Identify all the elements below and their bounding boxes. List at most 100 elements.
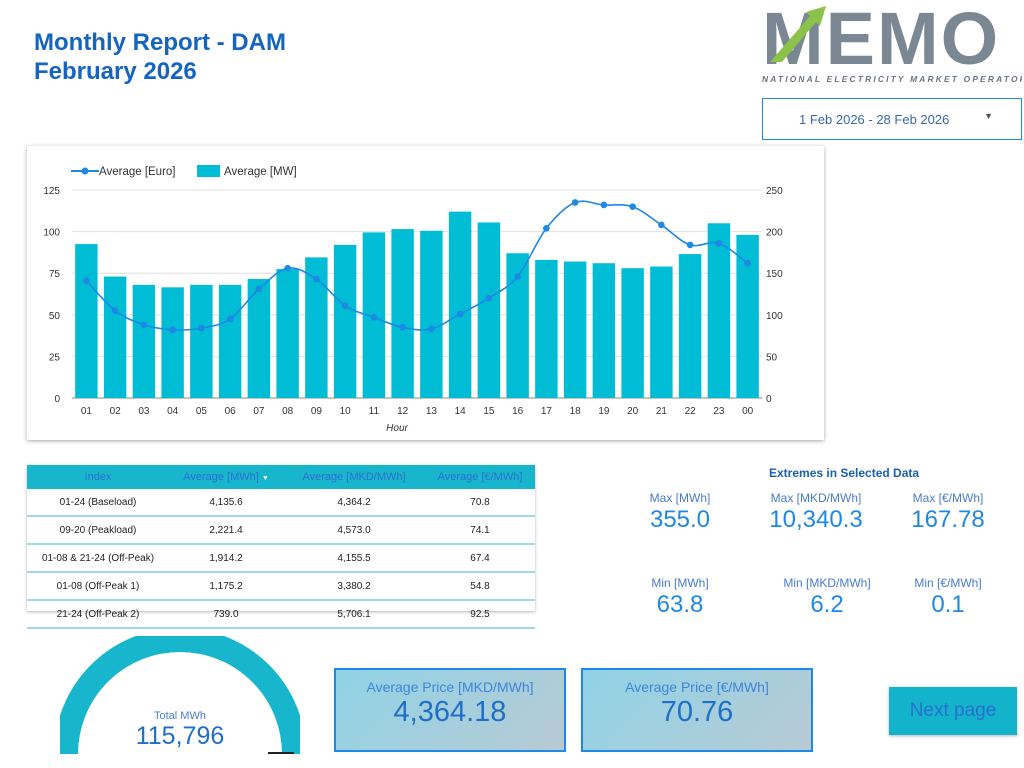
min-eur-stat: Min [€/MWh] 0.1 bbox=[873, 576, 1023, 619]
table-row: 21-24 (Off-Peak 2) 739.0 5,706.1 92.5 bbox=[27, 600, 535, 629]
line-point bbox=[284, 264, 291, 272]
line-point bbox=[715, 239, 723, 247]
line-point bbox=[341, 302, 349, 309]
col-header-avg-mwh[interactable]: Average [MWh] ▼ bbox=[169, 465, 283, 489]
gauge-label: Total MWh bbox=[154, 710, 206, 722]
x-tick-label: 04 bbox=[167, 406, 179, 417]
x-tick-label: 09 bbox=[311, 406, 323, 417]
bar bbox=[247, 279, 271, 398]
stat-label: Min [MKD/MWh] bbox=[783, 576, 871, 590]
table-cell: 01-24 (Baseload) bbox=[27, 489, 169, 517]
max-mkd-stat: Max [MKD/MWh] 10,340.3 bbox=[741, 491, 891, 534]
date-range-picker[interactable]: 1 Feb 2026 - 28 Feb 2026 ▼ bbox=[762, 98, 1022, 140]
table-cell: 4,155.5 bbox=[283, 544, 425, 573]
line-point bbox=[514, 273, 521, 280]
table-row: 09-20 (Peakload) 2,221.4 4,573.0 74.1 bbox=[27, 516, 535, 545]
line-point bbox=[600, 201, 608, 209]
table-row: 01-08 (Off-Peak 1) 1,175.2 3,380.2 54.8 bbox=[27, 572, 535, 601]
col-header-index[interactable]: Index bbox=[27, 465, 169, 489]
legend-label-avg-euro: Average [Euro] bbox=[99, 166, 176, 178]
bar bbox=[650, 266, 673, 398]
logo-arrow-icon bbox=[770, 6, 826, 62]
col-header-avg-eur[interactable]: Average [€/MWh] bbox=[425, 465, 535, 489]
next-page-button[interactable]: Next page bbox=[889, 687, 1017, 735]
sort-desc-icon: ▼ bbox=[261, 475, 269, 482]
y-left-tick-label: 125 bbox=[43, 186, 60, 197]
bar bbox=[535, 259, 558, 398]
gauge-fill bbox=[60, 636, 300, 755]
table-cell: 70.8 bbox=[425, 489, 535, 517]
line-point bbox=[543, 224, 550, 232]
y-left-tick-label: 0 bbox=[54, 394, 60, 405]
report-title-line2: February 2026 bbox=[34, 58, 197, 85]
x-tick-label: 18 bbox=[570, 406, 582, 417]
line-point bbox=[686, 241, 694, 249]
x-tick-label: 22 bbox=[685, 406, 697, 417]
max-mwh-stat: Max [MWh] 355.0 bbox=[605, 491, 755, 534]
report-title: Monthly Report - DAM February 2026 bbox=[34, 28, 286, 86]
extremes-title: Extremes in Selected Data bbox=[769, 466, 920, 480]
table-row: 01-24 (Baseload) 4,135.6 4,364.2 70.8 bbox=[27, 489, 535, 517]
stat-label: Min [MWh] bbox=[651, 576, 709, 590]
line-point bbox=[370, 313, 378, 321]
x-tick-label: 23 bbox=[713, 406, 725, 417]
x-tick-label: 11 bbox=[369, 406, 380, 417]
total-mwh-gauge bbox=[60, 636, 300, 755]
max-eur-stat: Max [€/MWh] 167.78 bbox=[873, 491, 1023, 534]
avg-price-eur-card: Average Price [€/MWh] 70.76 bbox=[581, 668, 813, 752]
x-tick-label: 05 bbox=[196, 406, 208, 417]
bar bbox=[621, 268, 644, 398]
table-cell: 54.8 bbox=[425, 572, 535, 601]
table-cell: 3,380.2 bbox=[283, 572, 425, 601]
y-left-tick-label: 50 bbox=[49, 311, 61, 322]
stat-value: 10,340.3 bbox=[769, 506, 863, 533]
stat-value: 63.8 bbox=[656, 591, 704, 618]
x-tick-label: 21 bbox=[656, 406, 668, 417]
x-tick-label: 00 bbox=[742, 406, 754, 417]
x-tick-label: 19 bbox=[598, 406, 610, 417]
stat-label: Max [€/MWh] bbox=[912, 491, 984, 505]
table-cell: 4,573.0 bbox=[283, 516, 425, 545]
line-point bbox=[169, 326, 176, 334]
line-point bbox=[629, 203, 636, 210]
y-right-tick-label: 200 bbox=[766, 228, 783, 239]
bar bbox=[218, 284, 242, 398]
bar bbox=[103, 276, 127, 398]
bar bbox=[420, 230, 443, 398]
bar bbox=[707, 223, 731, 398]
x-tick-label: 07 bbox=[253, 406, 265, 417]
table-cell: 09-20 (Peakload) bbox=[27, 516, 169, 545]
x-tick-label: 15 bbox=[483, 406, 495, 417]
y-right-tick-label: 0 bbox=[766, 394, 772, 405]
min-mkd-stat: Min [MKD/MWh] 6.2 bbox=[752, 576, 902, 619]
x-tick-label: 17 bbox=[541, 406, 553, 417]
x-axis-label: Hour bbox=[386, 423, 408, 434]
gauge-value: 115,796 bbox=[135, 722, 225, 750]
min-mwh-stat: Min [MWh] 63.8 bbox=[605, 576, 755, 619]
price-value: 70.76 bbox=[660, 696, 734, 728]
bar bbox=[333, 244, 357, 398]
x-tick-label: 14 bbox=[455, 406, 467, 417]
line-point bbox=[658, 221, 665, 229]
col-header-avg-mkd[interactable]: Average [MKD/MWh] bbox=[283, 465, 425, 489]
stat-value: 355.0 bbox=[649, 506, 711, 533]
table-cell: 01-08 & 21-24 (Off-Peak) bbox=[27, 544, 169, 573]
stat-value: 6.2 bbox=[810, 591, 844, 618]
x-tick-label: 10 bbox=[340, 406, 352, 417]
table-cell: 2,221.4 bbox=[169, 516, 283, 545]
y-right-tick-label: 150 bbox=[766, 269, 783, 280]
bar bbox=[563, 261, 587, 398]
y-left-tick-label: 100 bbox=[43, 228, 60, 239]
line-point bbox=[83, 277, 90, 284]
line-point bbox=[226, 315, 234, 323]
svg-text:MEMO: MEMO bbox=[762, 2, 1000, 80]
bar bbox=[736, 234, 759, 398]
line-point bbox=[485, 294, 493, 302]
y-right-tick-label: 250 bbox=[766, 186, 783, 197]
bar bbox=[75, 244, 98, 398]
table-cell: 74.1 bbox=[425, 516, 535, 545]
table-cell: 01-08 (Off-Peak 1) bbox=[27, 572, 169, 601]
bar bbox=[305, 257, 328, 398]
y-right-tick-label: 50 bbox=[766, 352, 778, 363]
line-point bbox=[744, 259, 751, 267]
